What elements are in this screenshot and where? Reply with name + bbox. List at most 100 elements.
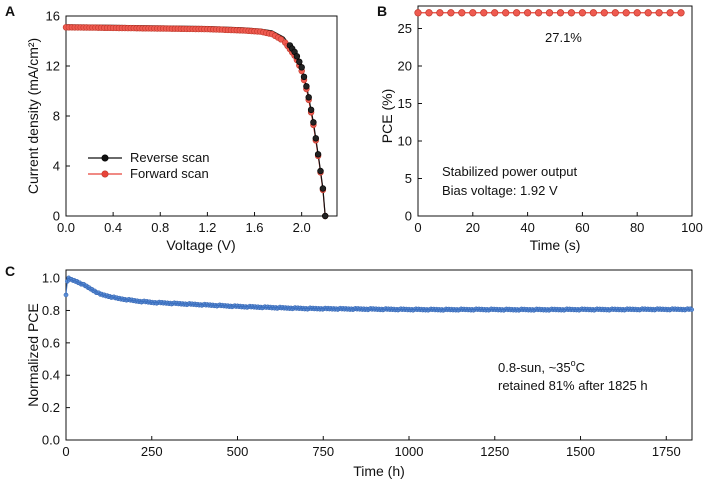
series-line-stability xyxy=(65,277,692,311)
x-tick-label: 1500 xyxy=(566,444,595,459)
data-point-pce xyxy=(502,9,510,17)
data-point-pce xyxy=(447,9,455,17)
panel-a-current-voltage-chart: A 0.0 0.4 0.8 1.2 1.6 2.0 0 4 8 12 16 Reverse scan… xyxy=(5,3,338,253)
data-point-forward xyxy=(277,36,285,43)
panel-a-y-axis-label: Current density (mA/cm²) xyxy=(25,38,41,194)
y-tick-label: 20 xyxy=(398,59,412,74)
data-point-pce xyxy=(458,9,466,17)
data-point-pce xyxy=(677,9,685,17)
panel-b-y-axis-label: PCE (%) xyxy=(379,89,395,143)
panel-b-value-label: 27.1% xyxy=(545,30,582,45)
panel-c-y-axis-label: Normalized PCE xyxy=(25,303,41,406)
data-point-pce xyxy=(523,9,532,17)
x-tick-label: 0.4 xyxy=(104,220,122,235)
data-point-pce xyxy=(611,9,619,17)
panel-c-letter: C xyxy=(5,263,15,279)
data-point-pce xyxy=(491,9,499,17)
x-tick-label: 0.8 xyxy=(151,220,169,235)
data-point-pce xyxy=(666,9,674,17)
legend-label-forward: Forward scan xyxy=(130,166,209,181)
data-point-reverse xyxy=(300,73,308,81)
panel-a-plot-frame xyxy=(65,15,338,217)
data-point-pce xyxy=(567,9,576,17)
series-line-reverse xyxy=(65,24,326,217)
data-point-reverse xyxy=(305,94,312,101)
panel-c-long-term-stability-chart: C 0 250 500 750 1000 1250 1500 1750 0.0 0.2 0.4 0.6… xyxy=(5,263,695,479)
x-tick-label: 1.6 xyxy=(245,220,263,235)
y-tick-label: 0.0 xyxy=(42,433,60,448)
data-point-reverse xyxy=(307,106,315,114)
panel-a-letter: A xyxy=(5,3,15,19)
panel-b-pce-stability-chart: B 0 20 40 60 80 100 0 5 10 15 20 25 27.1% Stabilize… xyxy=(377,3,703,253)
data-point-pce xyxy=(534,9,543,17)
x-tick-label: 2.0 xyxy=(293,220,311,235)
panel-c-annotation-retention: retained 81% after 1825 h xyxy=(498,378,648,393)
y-tick-label: 0.6 xyxy=(42,335,60,350)
panel-a-ticks: 0.0 0.4 0.8 1.2 1.6 2.0 0 4 8 12 16 xyxy=(46,9,311,236)
panel-b-plot-frame xyxy=(417,5,693,217)
x-tick-label: 40 xyxy=(520,220,534,235)
data-point-reverse xyxy=(319,185,327,192)
data-point-pce xyxy=(480,9,488,17)
y-tick-label: 0 xyxy=(53,209,60,224)
y-tick-label: 0.8 xyxy=(42,303,60,318)
x-tick-label: 0 xyxy=(414,220,421,235)
data-point-reverse xyxy=(310,119,317,126)
panel-b-ticks: 0 20 40 60 80 100 0 5 10 15 20 25 xyxy=(398,21,703,235)
panel-b-annotation-bias: Bias voltage: 1.92 V xyxy=(442,183,558,198)
x-tick-label: 80 xyxy=(630,220,644,235)
x-tick-label: 1250 xyxy=(480,444,509,459)
data-point-reverse xyxy=(303,83,310,90)
x-tick-label: 0.0 xyxy=(57,220,75,235)
panel-a-x-axis-label: Voltage (V) xyxy=(166,237,235,253)
data-point-pce xyxy=(622,9,630,17)
data-point-reverse xyxy=(317,167,324,175)
y-tick-label: 0.4 xyxy=(42,368,60,383)
y-tick-label: 5 xyxy=(405,171,412,186)
legend-label-reverse: Reverse scan xyxy=(130,150,209,165)
x-tick-label: 1.2 xyxy=(198,220,216,235)
y-tick-label: 16 xyxy=(46,9,60,24)
data-point-pce xyxy=(414,9,422,17)
data-point-reverse xyxy=(322,212,329,220)
data-point-reverse xyxy=(312,135,319,142)
data-point-pce xyxy=(469,9,477,17)
data-point-reverse xyxy=(293,53,301,60)
x-tick-label: 500 xyxy=(227,444,249,459)
panel-b-letter: B xyxy=(377,3,387,19)
panel-c-plot-frame xyxy=(65,269,693,441)
x-tick-label: 20 xyxy=(466,220,480,235)
y-tick-label: 0 xyxy=(405,209,412,224)
y-tick-label: 8 xyxy=(53,109,60,124)
x-tick-label: 60 xyxy=(575,220,589,235)
x-tick-label: 750 xyxy=(312,444,334,459)
series-line-forward xyxy=(65,26,326,217)
legend-marker-reverse xyxy=(101,154,109,162)
y-tick-label: 12 xyxy=(46,59,60,74)
x-tick-label: 0 xyxy=(62,444,69,459)
panel-a-legend: Reverse scan Forward scan xyxy=(88,150,209,181)
panel-c-x-axis-label: Time (h) xyxy=(353,463,405,479)
x-tick-label: 100 xyxy=(681,220,703,235)
y-tick-label: 15 xyxy=(398,96,412,111)
data-point-pce xyxy=(545,9,554,17)
panel-b-annotation-title: Stabilized power output xyxy=(442,164,578,179)
y-tick-label: 4 xyxy=(53,159,60,174)
y-tick-label: 10 xyxy=(398,134,412,149)
legend-marker-forward xyxy=(101,170,109,178)
data-point-pce xyxy=(578,9,587,17)
x-tick-label: 1000 xyxy=(395,444,424,459)
data-point-reverse xyxy=(314,151,322,158)
data-point-pce xyxy=(512,9,521,17)
y-tick-label: 0.2 xyxy=(42,400,60,415)
data-point-pce xyxy=(436,9,444,17)
y-tick-label: 25 xyxy=(398,21,412,36)
data-point-pce xyxy=(644,9,652,17)
data-point-pce xyxy=(600,9,608,17)
y-tick-label: 1.0 xyxy=(42,271,60,286)
data-point-pce xyxy=(425,9,433,17)
panel-b-x-axis-label: Time (s) xyxy=(530,237,581,253)
panel-a-series xyxy=(62,24,329,220)
data-point-pce xyxy=(655,9,663,17)
